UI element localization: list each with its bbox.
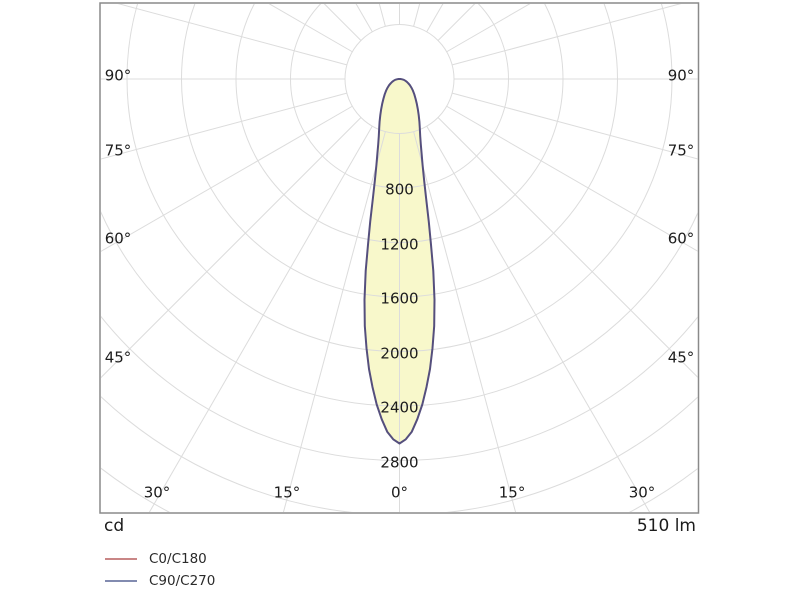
angle-label: 30° — [143, 483, 171, 502]
angle-label: 60° — [104, 229, 132, 248]
angle-label: 45° — [667, 348, 695, 366]
luminous-flux-label: 510 lm — [636, 516, 696, 536]
ring-label: 2800 — [380, 453, 419, 471]
grid-spoke — [117, 4, 347, 66]
angle-label: 90° — [104, 66, 132, 85]
angle-label: 90° — [667, 66, 695, 85]
ring-label: 1200 — [380, 235, 419, 253]
c0-c180-line-swatch — [105, 558, 137, 560]
grid-spoke — [268, 4, 353, 53]
grid-spoke — [452, 92, 698, 160]
grid-spoke — [282, 131, 386, 512]
beam-outline-curve — [363, 78, 436, 445]
grid-spoke — [452, 4, 682, 66]
grid-spoke — [413, 131, 517, 512]
legend-label: C0/C180 — [149, 551, 207, 567]
grid-spoke — [426, 125, 651, 512]
grid-spoke — [101, 105, 353, 252]
angle-label: 15° — [273, 483, 301, 502]
c90-c270-line-swatch — [105, 580, 137, 582]
ring-label: 1600 — [380, 289, 419, 308]
ring-label: 2400 — [380, 398, 419, 417]
grid-spoke — [355, 4, 373, 33]
grid-spoke — [426, 4, 444, 33]
grid-spoke — [101, 117, 362, 379]
angle-label: 60° — [667, 229, 695, 248]
legend-item-c0-c180: C0/C180 — [105, 548, 215, 570]
grid-spoke — [148, 125, 373, 512]
angle-label: 30° — [628, 483, 656, 502]
grid-spoke — [437, 117, 698, 378]
units-label: cd — [104, 516, 125, 536]
legend-item-c90-c270: C90/C270 — [105, 570, 215, 592]
legend-label: C90/C270 — [149, 573, 216, 589]
ring-label: 800 — [385, 180, 414, 199]
grid-spoke — [446, 4, 531, 53]
plot-border — [99, 2, 700, 514]
angle-label: 0° — [390, 483, 409, 502]
angle-label: 45° — [104, 348, 132, 366]
grid-spoke — [101, 92, 347, 160]
angle-label: 75° — [104, 141, 132, 160]
grid-spoke — [446, 105, 698, 252]
angle-label: 15° — [498, 483, 526, 502]
ring-label: 2000 — [380, 344, 419, 362]
legend: C0/C180 C90/C270 — [105, 548, 215, 592]
angle-label: 75° — [667, 141, 695, 160]
